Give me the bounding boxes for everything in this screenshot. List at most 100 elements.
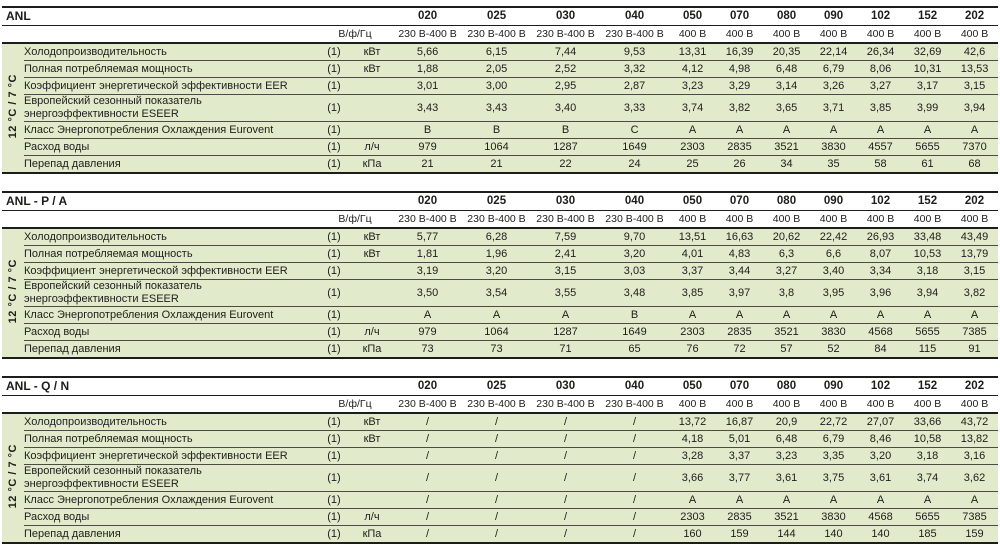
value-cell: 3521 (763, 508, 810, 526)
column-header-model: 202 (951, 377, 998, 396)
column-header-voltage: 230 В-400 В (600, 25, 670, 44)
column-header-voltage: 400 В (810, 395, 857, 414)
column-header-voltage: 400 В (857, 25, 905, 44)
column-header-model: 070 (716, 192, 763, 211)
value-cell: 9,53 (600, 43, 670, 61)
row-footnote: (1) (317, 413, 351, 431)
value-cell: 7385 (951, 508, 998, 526)
value-cell: 16,63 (716, 228, 763, 246)
row-footnote: (1) (317, 508, 351, 526)
row-unit (351, 94, 394, 122)
value-cell: 3,95 (810, 279, 857, 307)
value-cell: 3,61 (763, 464, 810, 492)
column-header-model: 025 (462, 377, 531, 396)
value-cell: 185 (904, 525, 951, 543)
value-cell: 1649 (600, 323, 669, 341)
value-cell: / (393, 508, 462, 526)
voltage-header-row: В/ф/Гц 230 В-400 В 230 В-400 В 230 В-400 В… (2, 210, 998, 229)
value-cell: 4,83 (716, 245, 763, 263)
temperature-band: 12 °C / 7 °C (2, 43, 24, 173)
value-cell: B (462, 121, 532, 139)
value-cell: C (600, 121, 670, 139)
value-cell: A (951, 491, 998, 509)
row-label: Класс Энергопотребления Охлаждения Eurov… (24, 121, 317, 139)
table-row: Полная потребляемая мощность (1) кВт 1,88 2,… (2, 60, 999, 78)
column-header-model: 030 (531, 7, 601, 26)
value-cell: 3,66 (669, 464, 716, 492)
value-cell: 43,72 (951, 413, 998, 431)
value-cell: 3,97 (716, 279, 763, 307)
column-header-model: 025 (462, 192, 531, 211)
row-label: Расход воды (24, 138, 317, 156)
value-cell: 2,52 (531, 60, 601, 78)
value-cell: 3,00 (462, 77, 532, 95)
column-header-model: 040 (600, 7, 670, 26)
column-header-model: 102 (857, 377, 904, 396)
value-cell: 6,15 (462, 43, 532, 61)
value-cell: 68 (951, 155, 999, 173)
column-header-voltage: 400 В (951, 395, 998, 414)
value-cell: / (531, 525, 600, 543)
value-cell: A (904, 491, 951, 509)
value-cell: / (531, 508, 600, 526)
value-cell: 1,81 (393, 245, 462, 263)
table-row: Полная потребляемая мощность (1) кВт 1,81 1,… (2, 245, 998, 263)
value-cell: 13,79 (951, 245, 998, 263)
row-label: Холодопроизводительность (24, 228, 317, 246)
value-cell: / (462, 447, 531, 465)
value-cell: / (531, 491, 600, 509)
column-header-model: 020 (393, 192, 462, 211)
column-header-model: 020 (393, 7, 463, 26)
value-cell: / (393, 413, 462, 431)
header-spacer (2, 25, 317, 44)
row-unit (351, 306, 393, 324)
column-header-voltage: 400 В (857, 210, 904, 229)
column-header-voltage: 230 В-400 В (462, 25, 532, 44)
value-cell: 3,43 (393, 94, 463, 122)
value-cell: 58 (857, 155, 905, 173)
row-unit (351, 491, 393, 509)
value-cell: 3,15 (951, 77, 999, 95)
column-header-voltage: 230 В-400 В (462, 210, 531, 229)
temperature-band: 12 °C / 7 °C (2, 228, 24, 358)
value-cell: 1287 (531, 323, 600, 341)
column-header-model: 090 (810, 377, 857, 396)
value-cell: 3830 (810, 323, 857, 341)
value-cell: 33,48 (904, 228, 951, 246)
value-cell: 57 (763, 340, 810, 358)
value-cell: 3,34 (857, 262, 904, 280)
value-cell: 3521 (763, 138, 811, 156)
value-cell: 33,66 (904, 413, 951, 431)
column-header-model: 020 (393, 377, 462, 396)
value-cell: 8,46 (857, 430, 904, 448)
value-cell: 7385 (951, 323, 998, 341)
value-cell: 22 (531, 155, 601, 173)
value-cell: 4,01 (669, 245, 716, 263)
row-footnote: (1) (317, 262, 351, 280)
value-cell: 22,42 (810, 228, 857, 246)
value-cell: 21 (462, 155, 532, 173)
value-cell: 84 (857, 340, 904, 358)
value-cell: 16,39 (716, 43, 764, 61)
value-cell: 35 (810, 155, 858, 173)
value-cell: 13,31 (669, 43, 717, 61)
value-cell: 5,77 (393, 228, 462, 246)
row-unit: кПа (351, 155, 394, 173)
value-cell: 4568 (857, 508, 904, 526)
value-cell: A (669, 491, 716, 509)
value-cell: 26 (716, 155, 764, 173)
value-cell: 26,34 (857, 43, 905, 61)
row-label: Класс Энергопотребления Охлаждения Eurov… (24, 491, 317, 509)
value-cell: 3,75 (810, 464, 857, 492)
row-label: Европейский сезонный показатель энергоэф… (24, 464, 317, 492)
value-cell: 3830 (810, 138, 858, 156)
value-cell: 3,01 (393, 77, 463, 95)
temperature-band-label: 12 °C / 7 °C (6, 258, 19, 324)
value-cell: / (600, 525, 669, 543)
column-header-voltage: 230 В-400 В (531, 210, 600, 229)
value-cell: 3,18 (904, 447, 951, 465)
value-cell: / (393, 430, 462, 448)
value-cell: 6,48 (763, 430, 810, 448)
value-cell: 7,44 (531, 43, 601, 61)
row-unit (351, 464, 393, 492)
